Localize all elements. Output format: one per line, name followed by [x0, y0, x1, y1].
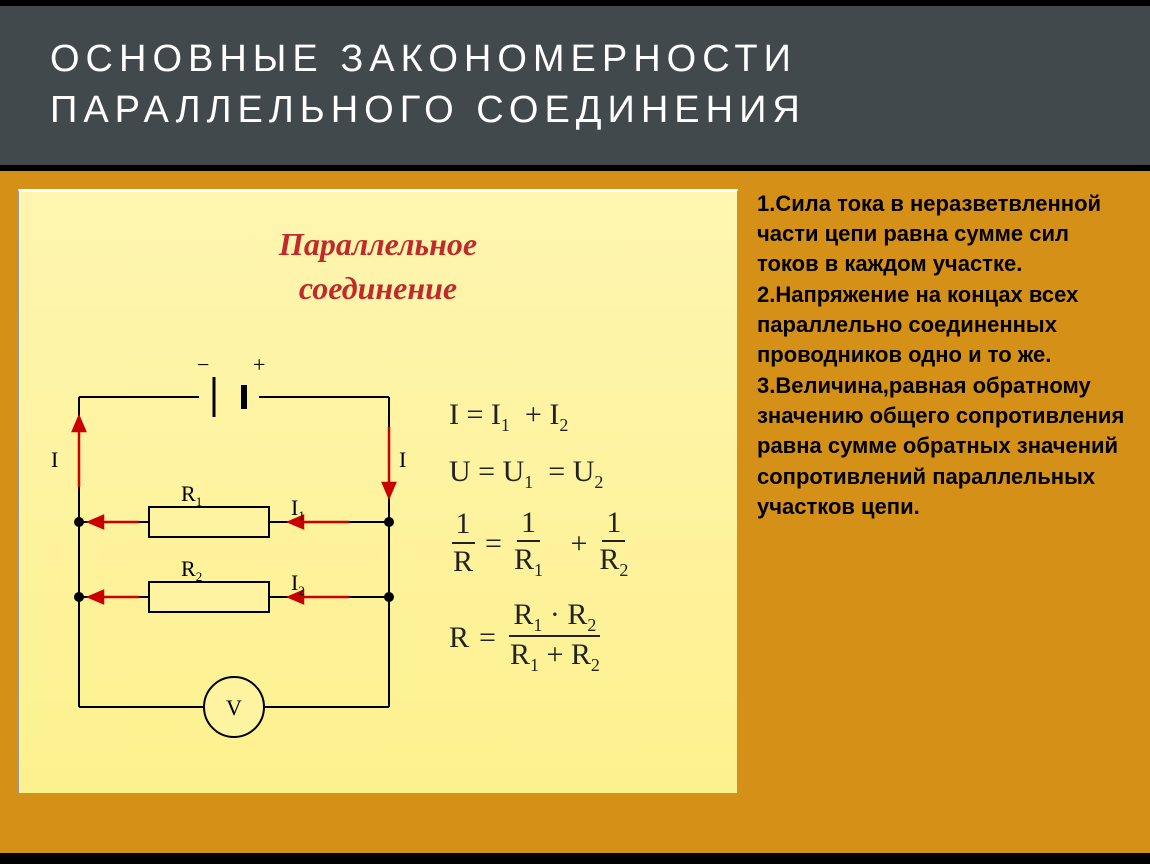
eq4-den: R1 + R2	[506, 637, 604, 677]
eq3-f3n: 1	[602, 506, 625, 543]
voltmeter-label: V	[226, 695, 242, 720]
rule-3: 3.Величина,равная обратному значению общ…	[757, 373, 1124, 519]
eq2-lhs: U	[449, 455, 471, 488]
header-band: ОСНОВНЫЕ ЗАКОНОМЕРНОСТИ ПАРАЛЛЕЛЬНОГО СО…	[0, 0, 1150, 171]
slide-title: ОСНОВНЫЕ ЗАКОНОМЕРНОСТИ ПАРАЛЛЕЛЬНОГО СО…	[50, 34, 1100, 137]
eq4-num-bs: 2	[587, 615, 596, 635]
eq4-lhs: R	[449, 615, 469, 660]
rules-panel: 1.Сила тока в неразветвленной части цепи…	[745, 171, 1150, 853]
eq4-num-b: R	[567, 598, 587, 631]
eq1-s1: 1	[501, 415, 510, 435]
equation-2: U = U1 = U2	[449, 449, 632, 496]
eq4-num: R1 · R2	[509, 598, 600, 638]
I1-label: I1	[291, 495, 305, 523]
diagram-panel: Параллельное соединение	[0, 171, 745, 853]
eq3-f2d-s: 1	[534, 560, 543, 580]
title-line-2: ПАРАЛЛЕЛЬНОГО СОЕДИНЕНИЯ	[50, 89, 806, 131]
eq2-s2: 2	[594, 472, 603, 492]
eq2-eq2: =	[548, 455, 565, 488]
eq3-eq: =	[485, 521, 502, 566]
left-I: I	[51, 447, 58, 472]
eq2-s1: 1	[524, 472, 533, 492]
R2-label: R2	[181, 556, 202, 584]
eq4-dot: ·	[550, 598, 560, 631]
diagram-title-1: Параллельное	[279, 226, 477, 262]
content-area: Параллельное соединение	[0, 171, 1150, 853]
eq4-num-as: 1	[533, 615, 542, 635]
eq3-f3: 1 R2	[595, 506, 632, 582]
R1-label: R1	[181, 481, 202, 509]
eq4-den-b: R	[571, 638, 591, 671]
eq3-f2d-r: R	[514, 543, 534, 576]
diagram-frame: Параллельное соединение	[18, 189, 738, 794]
eq3-f3d-r: R	[599, 543, 619, 576]
eq1-plus: +	[525, 398, 542, 431]
eq3-f2n: 1	[517, 506, 540, 543]
eq4-den-as: 1	[530, 655, 539, 675]
eq3-f1d: R	[449, 544, 477, 580]
eq3-f1: 1 R	[449, 507, 477, 580]
eq3-plus: +	[570, 521, 587, 566]
I2-label: I2	[291, 570, 305, 598]
equation-1: I = I1 + I2	[449, 392, 632, 439]
eq4-den-a: R	[510, 638, 530, 671]
eq1-eq: =	[467, 398, 484, 431]
diagram-title-2: соединение	[299, 270, 457, 306]
eq3-f1n: 1	[452, 507, 475, 544]
eq2-eq: =	[478, 455, 495, 488]
equation-3: 1 R = 1 R1 + 1 R2	[449, 506, 632, 582]
circuit-diagram: − + I I R1 I1 R2 I2 V	[39, 357, 419, 777]
eq2-t2: U	[573, 455, 595, 488]
slide: ОСНОВНЫЕ ЗАКОНОМЕРНОСТИ ПАРАЛЛЕЛЬНОГО СО…	[0, 0, 1150, 864]
equations-block: I = I1 + I2 U = U1 = U2	[449, 392, 632, 677]
diagram-title: Параллельное соединение	[19, 192, 737, 312]
eq3-f3d-s: 2	[619, 560, 628, 580]
eq3-f2d: R1	[510, 542, 547, 582]
battery-pos: +	[253, 357, 265, 377]
eq1-t1: I	[491, 398, 501, 431]
battery-neg: −	[197, 357, 209, 377]
eq3-f3d: R2	[595, 542, 632, 582]
equation-4: R = R1 · R2 R1 + R2	[449, 598, 632, 677]
rule-2: 2.Напряжение на концах всех параллельно …	[757, 282, 1078, 368]
rule-1: 1.Сила тока в неразветвленной части цепи…	[757, 191, 1101, 277]
title-line-1: ОСНОВНЫЕ ЗАКОНОМЕРНОСТИ	[50, 38, 797, 80]
eq2-t1: U	[503, 455, 525, 488]
right-I: I	[399, 447, 406, 472]
eq1-lhs: I	[449, 398, 459, 431]
eq4-den-bs: 2	[591, 655, 600, 675]
eq3-f2: 1 R1	[510, 506, 547, 582]
eq4-frac: R1 · R2 R1 + R2	[506, 598, 604, 677]
eq4-plus: +	[546, 638, 563, 671]
eq1-s2: 2	[559, 415, 568, 435]
eq4-num-a: R	[513, 598, 533, 631]
eq1-t2: I	[549, 398, 559, 431]
eq4-eq: =	[479, 615, 496, 660]
rules-text: 1.Сила тока в неразветвленной части цепи…	[757, 189, 1130, 523]
